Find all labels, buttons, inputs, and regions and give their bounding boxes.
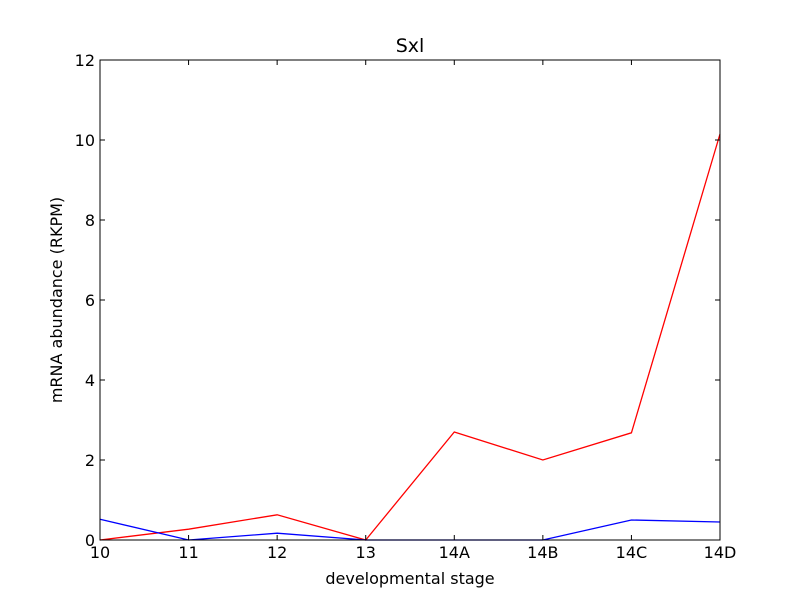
chart-title: Sxl	[396, 35, 425, 57]
x-axis-ticks: 10 11 12 13 14A 14B 14C 14D	[90, 60, 737, 562]
y-tick-label: 12	[75, 51, 95, 70]
y-tick-label: 4	[85, 371, 95, 390]
series-lines	[99, 133, 721, 541]
y-tick-label: 6	[85, 291, 95, 310]
x-axis-label: developmental stage	[325, 569, 494, 588]
x-tick-label: 14D	[704, 543, 737, 562]
x-tick-label: 11	[178, 543, 198, 562]
x-tick-label: 14C	[616, 543, 648, 562]
x-tick-label: 14B	[527, 543, 558, 562]
y-tick-label: 8	[85, 211, 95, 230]
plot-frame	[99, 59, 721, 541]
series-line-red	[99, 133, 721, 541]
y-axis-label: mRNA abundance (RKPM)	[47, 197, 66, 403]
x-tick-label: 12	[267, 543, 287, 562]
y-tick-label: 2	[85, 451, 95, 470]
y-tick-label: 10	[75, 131, 95, 150]
y-axis-ticks: 0 2 4 6 8 10 12	[75, 51, 720, 550]
series-line-blue	[99, 518, 721, 541]
x-tick-label: 13	[356, 543, 376, 562]
x-tick-label: 14A	[439, 543, 470, 562]
y-tick-label: 0	[85, 531, 95, 550]
x-tick-label: 10	[90, 543, 110, 562]
